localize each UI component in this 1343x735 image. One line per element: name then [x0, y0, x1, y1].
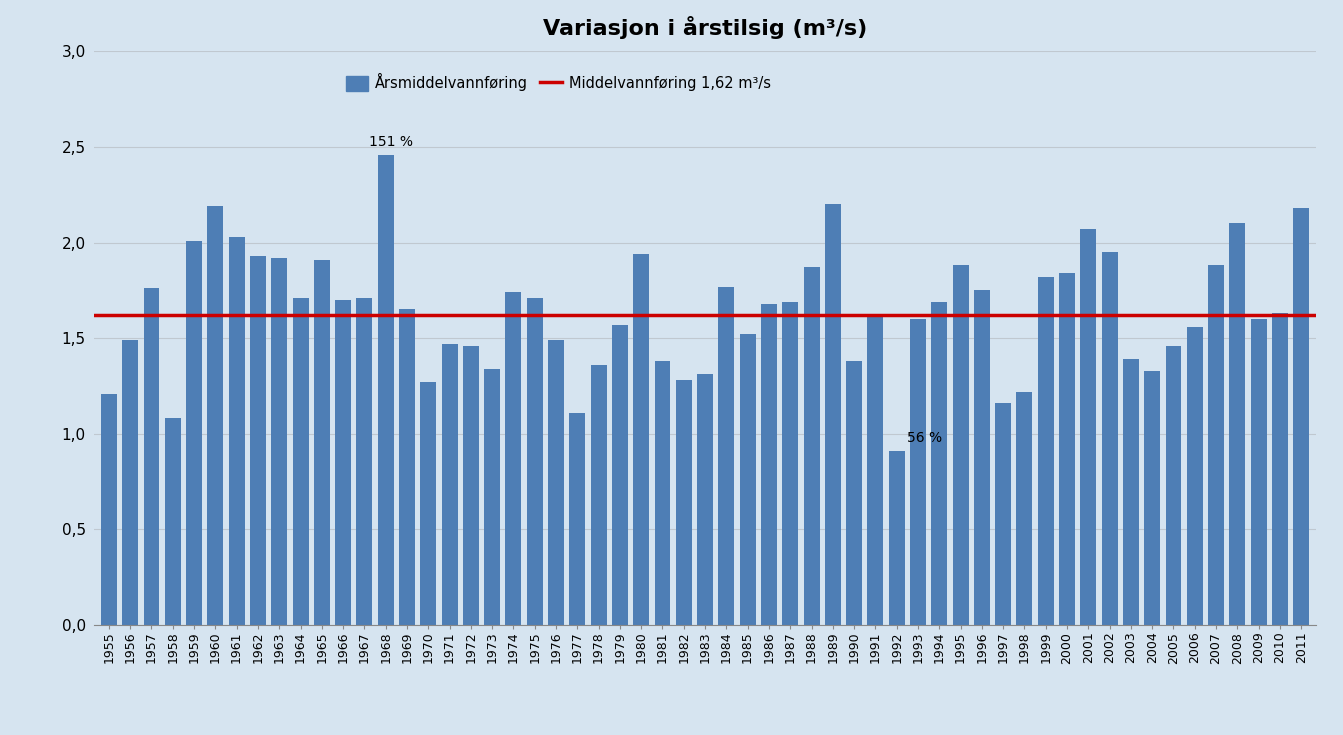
Bar — [250, 256, 266, 625]
Bar — [377, 154, 393, 625]
Bar — [612, 325, 629, 625]
Bar — [697, 374, 713, 625]
Bar — [1166, 345, 1182, 625]
Bar — [1123, 359, 1139, 625]
Bar — [1272, 313, 1288, 625]
Bar — [101, 393, 117, 625]
Bar — [825, 204, 841, 625]
Bar — [740, 334, 756, 625]
Bar — [1293, 208, 1309, 625]
Bar — [228, 237, 244, 625]
Bar — [803, 268, 819, 625]
Bar — [911, 319, 925, 625]
Bar — [846, 361, 862, 625]
Bar — [122, 340, 138, 625]
Bar — [399, 309, 415, 625]
Bar — [336, 300, 351, 625]
Bar — [1080, 229, 1096, 625]
Bar — [1209, 265, 1223, 625]
Bar — [463, 345, 479, 625]
Bar — [165, 418, 181, 625]
Bar — [633, 254, 649, 625]
Bar — [782, 302, 798, 625]
Bar — [974, 290, 990, 625]
Bar — [207, 207, 223, 625]
Bar — [1017, 392, 1033, 625]
Bar — [1101, 252, 1117, 625]
Text: 151 %: 151 % — [369, 135, 412, 149]
Bar — [526, 298, 543, 625]
Bar — [271, 258, 287, 625]
Bar — [548, 340, 564, 625]
Bar — [889, 451, 905, 625]
Bar — [485, 369, 500, 625]
Bar — [952, 265, 968, 625]
Text: 56 %: 56 % — [908, 431, 943, 445]
Bar — [442, 344, 458, 625]
Bar — [187, 240, 201, 625]
Bar — [505, 293, 521, 625]
Bar — [931, 302, 947, 625]
Bar — [293, 298, 309, 625]
Bar — [591, 365, 607, 625]
Bar — [1187, 326, 1203, 625]
Bar — [1144, 370, 1160, 625]
Legend: Årsmiddelvannføring, Middelvannføring 1,62 m³/s: Årsmiddelvannføring, Middelvannføring 1,… — [340, 68, 776, 97]
Bar — [1060, 273, 1074, 625]
Bar — [144, 288, 160, 625]
Bar — [420, 382, 436, 625]
Bar — [1229, 223, 1245, 625]
Bar — [719, 287, 735, 625]
Bar — [314, 259, 330, 625]
Bar — [654, 361, 670, 625]
Title: Variasjon i årstilsig (m³/s): Variasjon i årstilsig (m³/s) — [543, 15, 868, 39]
Bar — [676, 380, 692, 625]
Bar — [761, 304, 778, 625]
Bar — [995, 403, 1011, 625]
Bar — [356, 298, 372, 625]
Bar — [868, 317, 884, 625]
Bar — [1250, 319, 1266, 625]
Bar — [1038, 277, 1054, 625]
Bar — [569, 412, 586, 625]
